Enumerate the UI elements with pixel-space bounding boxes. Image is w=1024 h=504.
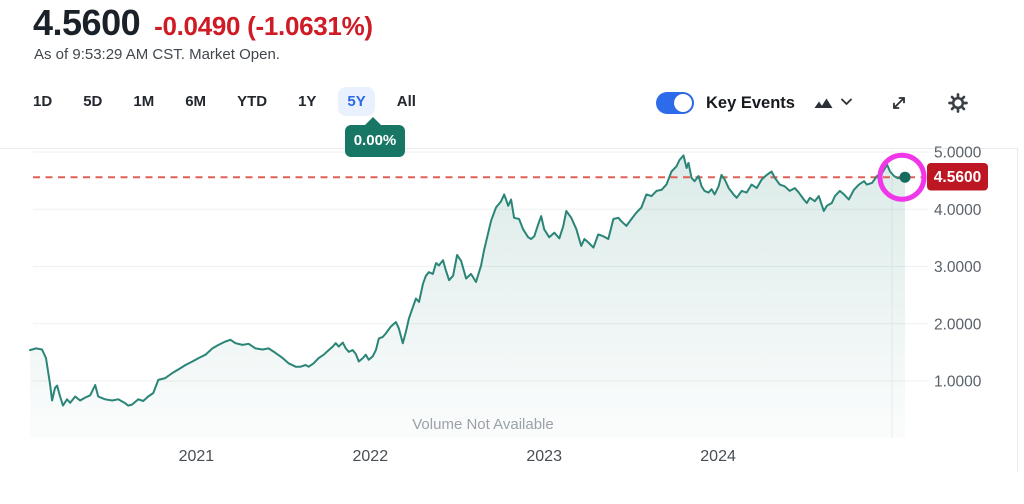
y-axis-label: 2.0000	[934, 316, 982, 333]
y-axis-label: 4.0000	[934, 202, 982, 219]
volume-note: Volume Not Available	[412, 416, 553, 433]
tab-1d[interactable]: 1D	[33, 93, 53, 110]
x-axis-label: 2023	[526, 448, 562, 465]
x-axis-label: 2024	[700, 448, 736, 465]
x-axis-label: 2021	[179, 448, 215, 465]
tab-1y[interactable]: 1Y	[298, 93, 317, 110]
tab-5d[interactable]: 5D	[83, 93, 103, 110]
tab-ytd[interactable]: YTD	[237, 93, 268, 110]
x-axis-label: 2022	[353, 448, 389, 465]
price-header: 4.5600 -0.0490 (-1.0631%)	[33, 2, 373, 44]
price-area	[30, 155, 905, 438]
price-change: -0.0490 (-1.0631%)	[154, 11, 373, 42]
highlight-ring	[877, 152, 927, 202]
key-events-toggle[interactable]	[656, 92, 694, 114]
chart-right-border	[1017, 148, 1018, 472]
y-axis-label: 1.0000	[934, 374, 982, 391]
chevron-down-icon	[841, 98, 852, 105]
expand-icon	[893, 97, 905, 109]
toggle-knob	[674, 94, 692, 112]
change-amount: -0.0490	[154, 11, 241, 41]
tab-1m[interactable]: 1M	[133, 93, 155, 110]
tab-6m[interactable]: 6M	[185, 93, 207, 110]
toolbar-divider	[0, 148, 1017, 149]
area-chart-icon	[814, 98, 833, 108]
tooltip-pointer	[364, 117, 382, 126]
y-axis-label: 3.0000	[934, 259, 982, 276]
gear-icon	[948, 93, 968, 113]
price-axis-badge-label: 4.5600	[934, 169, 981, 186]
tab-all[interactable]: All	[396, 93, 416, 110]
as-of-timestamp: As of 9:53:29 AM CST. Market Open.	[34, 46, 280, 63]
tab-5y[interactable]: 5Y	[338, 87, 375, 116]
current-price-dot	[899, 171, 911, 183]
key-events-label: Key Events	[706, 94, 795, 112]
price-axis-badge	[927, 163, 988, 191]
fullscreen-button[interactable]	[890, 94, 908, 112]
chart-type-button[interactable]	[814, 95, 852, 109]
range-tabs: 1D 5D 1M 6M YTD 1Y 5Y All	[24, 87, 425, 116]
current-price: 4.5600	[33, 2, 141, 43]
change-percent: (-1.0631%)	[247, 11, 373, 41]
y-axis-label: 5.0000	[934, 145, 982, 162]
settings-button[interactable]	[948, 93, 968, 113]
price-line	[29, 154, 906, 407]
change-tooltip: 0.00%	[345, 125, 405, 157]
